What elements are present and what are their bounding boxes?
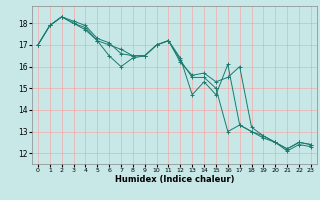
X-axis label: Humidex (Indice chaleur): Humidex (Indice chaleur) bbox=[115, 175, 234, 184]
